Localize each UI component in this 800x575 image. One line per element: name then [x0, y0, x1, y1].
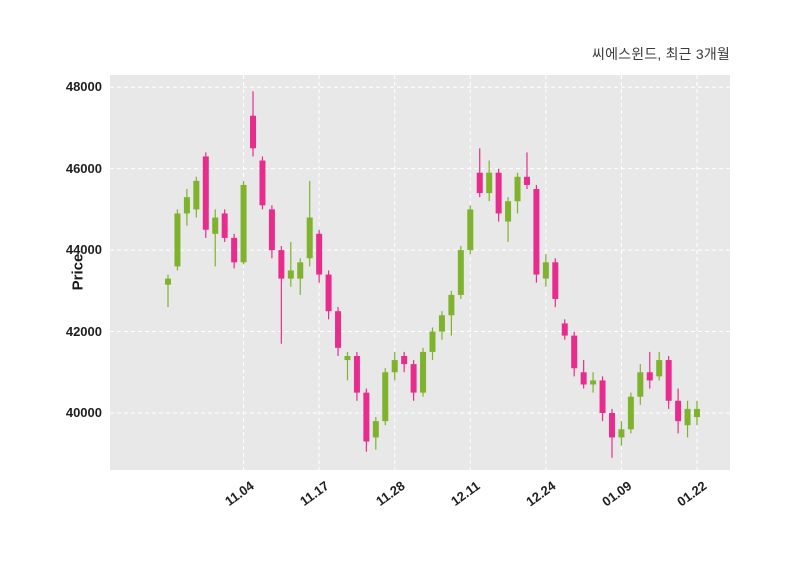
candle-body[interactable]: [656, 360, 663, 377]
candle-body[interactable]: [193, 180, 200, 210]
candle-body[interactable]: [287, 270, 294, 279]
candle-body[interactable]: [297, 262, 304, 279]
y-tick-label: 48000: [65, 79, 102, 95]
candle-body[interactable]: [505, 201, 512, 222]
candle-body[interactable]: [646, 372, 653, 381]
x-tick-label: 01.22: [674, 478, 710, 510]
candle-body[interactable]: [165, 278, 171, 285]
candle-body[interactable]: [467, 209, 474, 251]
candle-body[interactable]: [448, 294, 455, 316]
candle-body[interactable]: [590, 380, 597, 385]
candle-body[interactable]: [325, 274, 332, 312]
candle-body[interactable]: [476, 172, 483, 194]
plot-area[interactable]: [110, 75, 730, 470]
candle-body[interactable]: [514, 176, 521, 202]
candle-body[interactable]: [552, 262, 559, 299]
x-tick-label: 11.17: [297, 478, 332, 509]
x-tick-label: 01.09: [599, 478, 635, 510]
candle-body[interactable]: [202, 156, 209, 230]
candle-body[interactable]: [420, 351, 427, 393]
candle-body[interactable]: [250, 115, 257, 149]
y-axis-label: Price: [69, 253, 87, 291]
candle-body[interactable]: [694, 408, 700, 418]
candle-body[interactable]: [438, 315, 445, 332]
candle-body[interactable]: [618, 429, 625, 438]
candle-body[interactable]: [259, 160, 266, 206]
candle-body[interactable]: [212, 217, 219, 234]
candle-body[interactable]: [637, 372, 644, 397]
x-tick-label: 12.11: [448, 478, 484, 509]
candle-body[interactable]: [571, 335, 578, 369]
candle-body[interactable]: [599, 380, 606, 413]
candle-body[interactable]: [665, 360, 672, 401]
candle-body[interactable]: [523, 176, 530, 185]
candle-body[interactable]: [268, 209, 275, 251]
candle-body[interactable]: [353, 355, 360, 393]
candle-body[interactable]: [278, 250, 285, 279]
y-tick-label: 42000: [65, 323, 102, 339]
candle-body[interactable]: [231, 237, 238, 263]
candle-body[interactable]: [382, 372, 389, 422]
candle-body[interactable]: [344, 355, 351, 361]
candle-body[interactable]: [363, 392, 370, 442]
candle-body[interactable]: [335, 311, 342, 348]
candle-body[interactable]: [316, 233, 323, 275]
candle-body[interactable]: [608, 412, 615, 438]
candle-body[interactable]: [495, 172, 502, 214]
candle-body[interactable]: [675, 400, 682, 422]
candle-body[interactable]: [457, 250, 464, 295]
candle-body[interactable]: [174, 213, 181, 267]
candle-body[interactable]: [401, 355, 408, 365]
candle-body[interactable]: [486, 172, 493, 194]
candle-body[interactable]: [240, 184, 247, 263]
x-tick-label: 12.24: [523, 478, 559, 510]
candle-body[interactable]: [183, 197, 190, 214]
candle-body[interactable]: [429, 331, 436, 352]
candle-body[interactable]: [533, 189, 540, 275]
candle-body[interactable]: [627, 396, 634, 430]
candle-body[interactable]: [410, 364, 417, 393]
candle-body[interactable]: [391, 360, 398, 373]
chart-title: 씨에스윈드, 최근 3개월: [592, 46, 730, 62]
candle-body[interactable]: [580, 372, 587, 385]
y-tick-label: 46000: [65, 160, 102, 176]
candle-body[interactable]: [306, 217, 313, 259]
candle-body[interactable]: [221, 213, 228, 238]
x-tick-label: 11.28: [372, 478, 408, 509]
y-tick-label: 40000: [65, 404, 102, 420]
x-tick-label: 11.04: [221, 478, 257, 509]
candlestick-canvas[interactable]: [110, 75, 730, 470]
candle-body[interactable]: [684, 408, 691, 426]
candle-body[interactable]: [542, 262, 549, 279]
candle-body[interactable]: [561, 323, 568, 336]
y-tick-label: 44000: [65, 242, 102, 258]
candle-body[interactable]: [372, 421, 379, 438]
